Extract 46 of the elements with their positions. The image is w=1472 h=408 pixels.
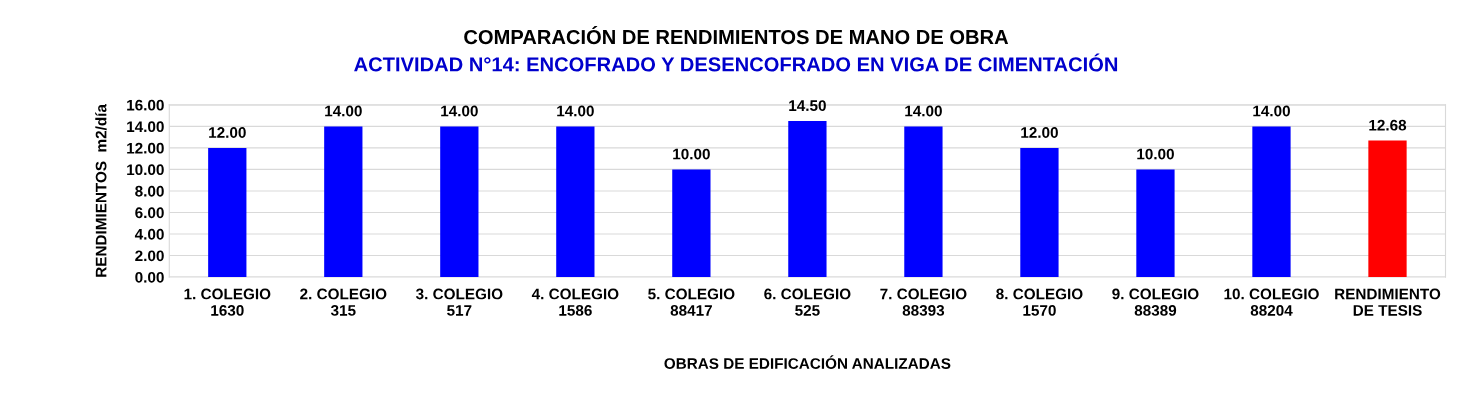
y-tick-label: 16.00 [127, 99, 164, 111]
y-tick-label: 10.00 [127, 164, 164, 176]
bar [1136, 169, 1175, 278]
y-tick-label: 12.00 [127, 142, 164, 154]
bar [208, 147, 247, 278]
bar [1252, 126, 1291, 278]
data-label: 12.68 [1369, 119, 1407, 131]
data-label: 14.50 [789, 100, 826, 112]
y-tick-label: 8.00 [135, 185, 164, 197]
y-tick-label: 4.00 [134, 228, 164, 240]
data-label: 10.00 [1137, 148, 1174, 160]
y-tick-label: 0.00 [135, 271, 164, 283]
bar [440, 126, 479, 278]
x-tick-label: 1. COLEGIO 1630 [184, 288, 271, 316]
x-tick-label: 9. COLEGIO 88389 [1112, 288, 1199, 316]
bar [672, 169, 711, 278]
bar [556, 126, 595, 278]
bar [1368, 140, 1407, 278]
bar [1020, 147, 1059, 278]
y-tick-label: 6.00 [135, 207, 164, 219]
x-tick-label: 5. COLEGIO 88417 [648, 288, 735, 316]
x-tick-label: RENDIMIENTO DE TESIS [1335, 288, 1441, 316]
data-label: 14.00 [441, 105, 478, 117]
y-tick-label: 14.00 [127, 121, 164, 133]
chart-subtitle: ACTIVIDAD N°14: ENCOFRADO Y DESENCOFRADO EN VIGA DE CIMENTACIÓN [354, 53, 1118, 72]
x-tick-label: 4. COLEGIO 1586 [531, 288, 619, 316]
bar [788, 121, 827, 278]
x-axis-title: OBRAS DE EDIFICACIÓN ANALIZADAS [664, 355, 951, 369]
data-label: 14.00 [325, 105, 362, 117]
x-tick-label: 8. COLEGIO 1570 [996, 288, 1083, 316]
x-tick-label: 2. COLEGIO 315 [300, 288, 387, 316]
x-tick-label: 3. COLEGIO 517 [415, 288, 503, 316]
data-label: 14.00 [557, 105, 594, 117]
y-axis-title: RENDIMIENTOS m2/día [95, 103, 107, 277]
data-label: 12.00 [209, 127, 246, 138]
x-tick-label: 6. COLEGIO 525 [764, 288, 851, 316]
bar [904, 126, 943, 278]
data-label: 14.00 [905, 105, 942, 117]
x-tick-label: 7. COLEGIO 88393 [880, 288, 967, 316]
data-label: 12.00 [1021, 127, 1058, 138]
y-tick-label: 2.00 [135, 250, 164, 262]
x-tick-label: 10. COLEGIO 88204 [1224, 288, 1319, 316]
data-label: 10.00 [673, 148, 710, 160]
chart-title: COMPARACIÓN DE RENDIMIENTOS DE MANO DE OBRA [464, 26, 1009, 45]
bar [324, 126, 363, 278]
data-label: 14.00 [1253, 105, 1290, 117]
